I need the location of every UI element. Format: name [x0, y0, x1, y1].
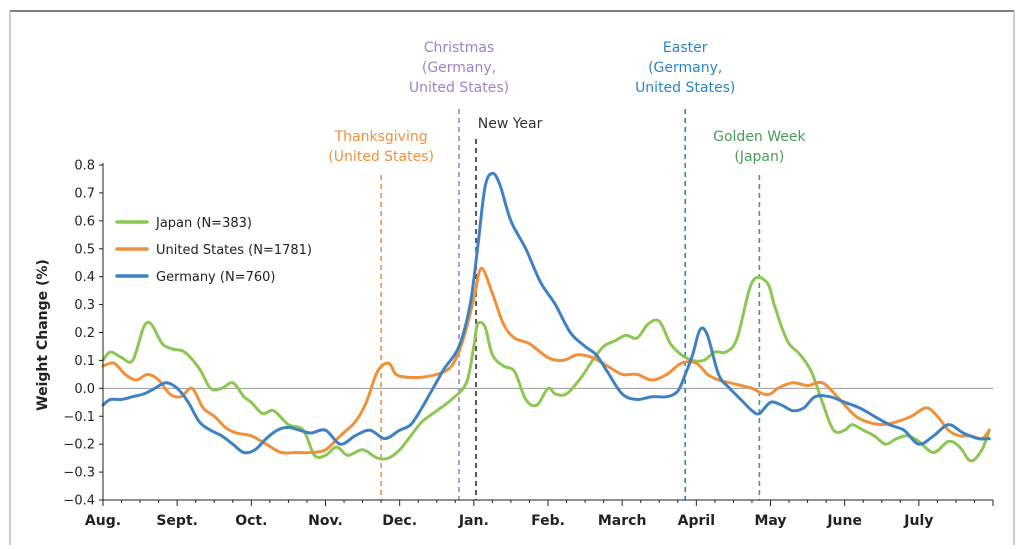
event-label: Thanksgiving [334, 129, 428, 145]
y-tick-label: 0.6 [74, 214, 95, 229]
x-tick-label: April [678, 513, 715, 529]
x-tick-label: June [826, 513, 862, 529]
x-tick-label: March [598, 513, 647, 529]
legend-label: Germany (N=760) [156, 270, 275, 285]
series-line [101, 266, 991, 455]
event-label: (Germany, [422, 60, 496, 76]
x-tick-label: Oct. [235, 513, 267, 529]
y-tick-label: 0.4 [74, 270, 95, 285]
y-tick-label: 0.1 [74, 354, 95, 369]
x-tick-label: Sept. [156, 513, 198, 529]
event-label: New Year [478, 116, 543, 132]
y-tick-label: 0.3 [74, 298, 95, 313]
x-tick-label: July [903, 513, 933, 529]
series-line [101, 171, 991, 455]
event-label: (Germany, [648, 60, 722, 76]
x-tick-label: Aug. [85, 513, 121, 529]
y-tick-label: 0.0 [74, 382, 95, 397]
y-tick-label: −0.3 [63, 466, 95, 481]
x-tick-label: May [754, 513, 786, 529]
x-tick-label: Feb. [531, 513, 565, 529]
event-label: Golden Week [713, 129, 806, 145]
legend-label: Japan (N=383) [155, 216, 252, 231]
y-tick-label: −0.4 [63, 494, 95, 509]
y-tick-label: −0.2 [63, 438, 95, 453]
y-tick-label: −0.1 [63, 410, 95, 425]
legend-label: United States (N=1781) [156, 243, 312, 258]
x-tick-label: Dec. [382, 513, 417, 529]
y-tick-label: 0.7 [74, 186, 95, 201]
y-tick-label: 0.2 [74, 326, 95, 341]
event-label: Easter [663, 40, 708, 56]
y-axis-label: Weight Change (%) [35, 259, 51, 411]
event-label: (Japan) [734, 149, 784, 165]
event-label: United States) [409, 80, 509, 96]
event-label: Christmas [424, 40, 495, 56]
event-label: United States) [635, 80, 735, 96]
series-line [101, 275, 991, 463]
x-tick-label: Nov. [308, 513, 343, 529]
event-label: (United States) [328, 149, 434, 165]
y-tick-label: 0.5 [74, 242, 95, 257]
y-tick-label: 0.8 [74, 159, 95, 174]
x-tick-label: Jan. [458, 513, 489, 529]
